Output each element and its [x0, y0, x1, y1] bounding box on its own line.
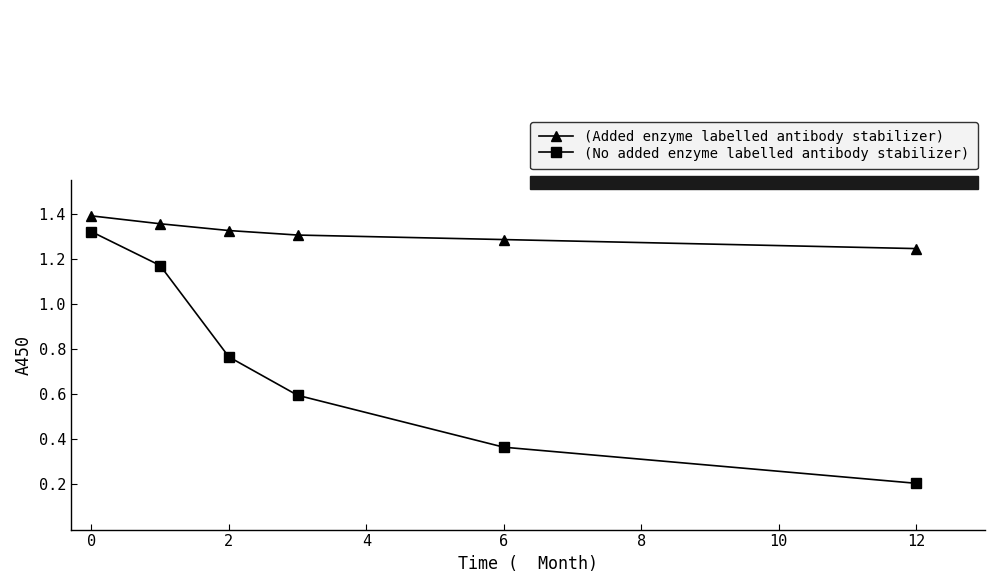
(Added enzyme labelled antibody stabilizer) — [223, 227, 235, 234]
Line: (Added enzyme labelled antibody stabilizer): (Added enzyme labelled antibody stabiliz… — [87, 211, 921, 253]
Legend: (Added enzyme labelled antibody stabilizer), (No added enzyme labelled antibody : (Added enzyme labelled antibody stabiliz… — [530, 122, 978, 169]
X-axis label: Time (  Month): Time ( Month) — [458, 555, 598, 573]
(No added enzyme labelled antibody stabilizer) — [223, 353, 235, 360]
(Added enzyme labelled antibody stabilizer) — [292, 232, 304, 239]
(Added enzyme labelled antibody stabilizer) — [154, 220, 166, 228]
(No added enzyme labelled antibody stabilizer) — [498, 444, 510, 451]
(No added enzyme labelled antibody stabilizer) — [85, 228, 97, 235]
Line: (No added enzyme labelled antibody stabilizer): (No added enzyme labelled antibody stabi… — [87, 227, 921, 488]
(No added enzyme labelled antibody stabilizer) — [154, 262, 166, 269]
(Added enzyme labelled antibody stabilizer) — [85, 212, 97, 219]
(Added enzyme labelled antibody stabilizer) — [498, 236, 510, 243]
Y-axis label: A450: A450 — [15, 335, 33, 375]
(No added enzyme labelled antibody stabilizer) — [910, 480, 922, 487]
(Added enzyme labelled antibody stabilizer) — [910, 245, 922, 252]
(No added enzyme labelled antibody stabilizer) — [292, 392, 304, 399]
